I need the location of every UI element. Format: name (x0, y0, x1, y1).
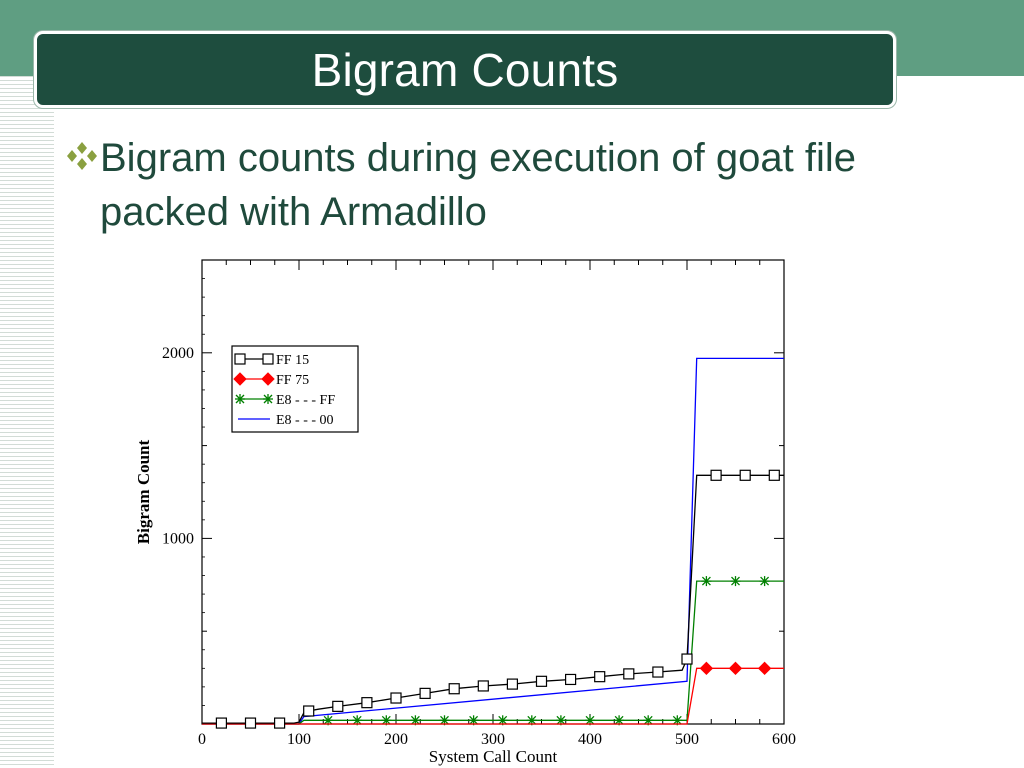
data-point (215, 717, 228, 729)
slide-title: Bigram Counts (311, 43, 619, 96)
data-point (477, 680, 489, 692)
legend-item: E8 - - - 00 (238, 413, 334, 428)
data-point (303, 705, 315, 717)
legend-marker (233, 372, 247, 386)
data-point (594, 671, 606, 683)
series-2 (202, 661, 784, 725)
legend-marker (262, 353, 274, 365)
legend-marker (235, 394, 245, 404)
series-layer (202, 357, 784, 729)
legend: FF 15 FF 75 E8 - - - FF E8 - - - 00 (231, 345, 359, 433)
bullet-text-line2: packed with Armadillo (100, 190, 487, 234)
series-1 (202, 469, 784, 729)
legend-item: E8 - - - FF (235, 393, 335, 408)
data-point (730, 576, 741, 587)
legend-label: E8 - - - 00 (276, 413, 334, 428)
data-point (468, 715, 479, 726)
data-point (757, 661, 772, 676)
x-axis-label: System Call Count (429, 747, 558, 766)
tick-layer: 0 100 200 300 400 500 600 1000 2000 (162, 259, 796, 748)
x-tick-label: 300 (481, 731, 505, 748)
data-point (332, 700, 344, 712)
y-tick-label: 1000 (162, 530, 194, 547)
x-tick-label: 500 (675, 731, 699, 748)
data-point (672, 715, 683, 726)
x-tick-label: 0 (198, 731, 206, 748)
data-point (244, 717, 257, 729)
data-point (352, 715, 363, 726)
decorative-stripes (0, 76, 54, 768)
data-point (419, 687, 431, 699)
legend-label: FF 15 (276, 353, 309, 368)
diamond-cluster-bullet-icon (67, 142, 97, 170)
y-tick-label: 2000 (162, 345, 194, 362)
data-point (728, 661, 743, 676)
data-point (681, 653, 693, 665)
bullet-text-line1: Bigram counts during execution of goat f… (100, 136, 856, 180)
legend-marker (261, 372, 275, 386)
legend-marker (234, 353, 246, 365)
bullet-text: Bigram counts during execution of goat f… (100, 131, 1000, 239)
data-point (710, 469, 722, 481)
x-tick-label: 200 (384, 731, 408, 748)
data-point (448, 683, 460, 695)
x-tick-label: 400 (578, 731, 602, 748)
data-point (535, 675, 548, 687)
data-point (623, 668, 635, 680)
legend-marker (263, 394, 273, 404)
data-point (652, 666, 664, 678)
legend-box (231, 345, 359, 433)
data-point (361, 697, 373, 709)
data-point (497, 715, 508, 726)
title-box: Bigram Counts (34, 31, 896, 108)
legend-item: FF 75 (233, 372, 309, 388)
data-point (506, 678, 518, 690)
data-point (768, 469, 780, 481)
legend-label: FF 75 (276, 373, 309, 388)
data-point (274, 717, 286, 729)
legend-label: E8 - - - FF (276, 393, 335, 408)
data-point (739, 469, 751, 481)
legend-item: FF 15 (234, 353, 309, 368)
x-tick-label: 600 (772, 731, 796, 748)
data-point (759, 576, 770, 587)
data-point (555, 715, 566, 726)
data-point (390, 692, 402, 704)
data-point (701, 576, 712, 587)
data-point (699, 661, 714, 676)
y-axis-label: Bigram Count (134, 439, 153, 544)
bigram-chart: 0 100 200 300 400 500 600 1000 2000 FF 15 FF 75 E8… (120, 250, 810, 768)
data-point (565, 673, 577, 686)
x-tick-label: 100 (287, 731, 311, 748)
